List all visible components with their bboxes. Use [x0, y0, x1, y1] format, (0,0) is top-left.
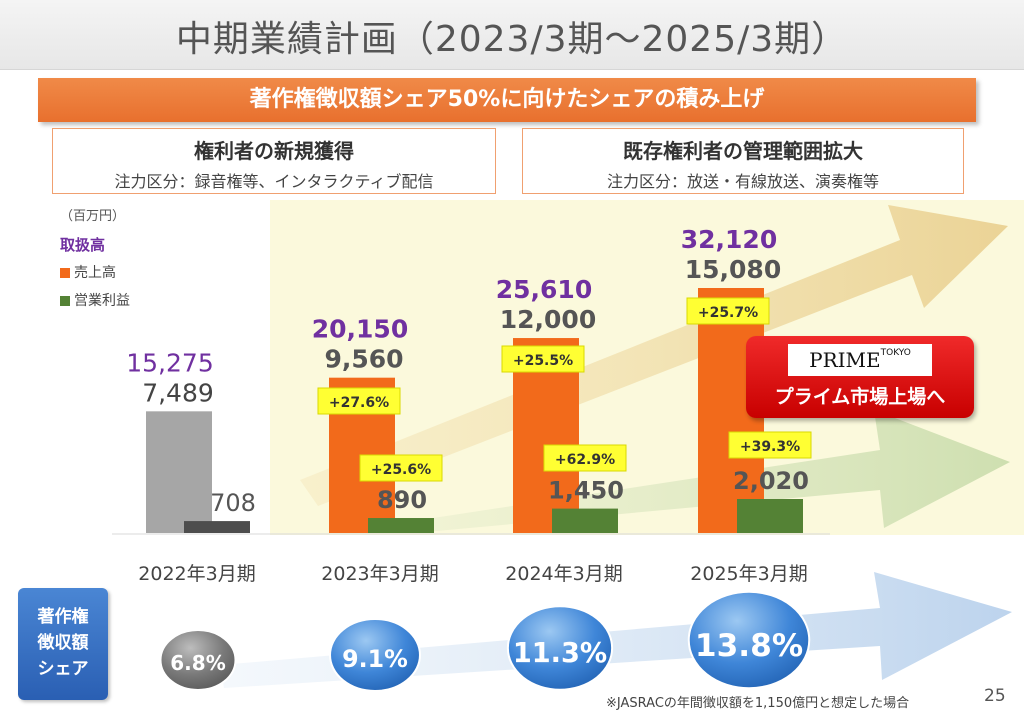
growth-arrow-sales	[300, 205, 1008, 506]
footnote: ※JASRACの年間徴収額を1,150億円と想定した場合	[606, 696, 910, 711]
bar-profit	[368, 518, 434, 533]
share-label-line: 著作権	[37, 607, 89, 627]
category-label: 2023年3月期	[321, 563, 438, 585]
sales-value-label: 15,080	[685, 255, 781, 284]
prime-logo-text: PRIME	[809, 348, 881, 372]
strategy-box-sub: 注力区分：放送・有線放送、演奏権等	[606, 172, 879, 191]
bar-sales	[146, 411, 212, 533]
prime-text: プライム市場上場へ	[774, 386, 946, 408]
category-label: 2024年3月期	[505, 563, 622, 585]
share-value-label: 13.8%	[695, 628, 803, 664]
bar-profit	[737, 499, 803, 533]
sales-growth-badge	[317, 387, 401, 415]
share-bubble	[506, 605, 614, 691]
sales-value-label: 12,000	[500, 305, 596, 334]
strategy-banner: 著作権徴収額シェア50%に向けたシェアの積み上げ	[38, 78, 976, 122]
legend-handling: 取扱高	[60, 236, 106, 254]
share-label-line: 徴収額	[37, 633, 89, 653]
share-bubble	[159, 629, 237, 691]
profit-growth-label: +39.3%	[740, 439, 800, 455]
handling-value-label: 32,120	[681, 225, 777, 254]
sales-growth-badge	[501, 345, 585, 373]
profit-growth-badge	[728, 431, 812, 459]
share-label: 著作権 徴収額 シェア	[18, 588, 108, 700]
sales-growth-label: +25.5%	[513, 353, 573, 369]
category-label: 2022年3月期	[138, 563, 255, 585]
legend-profit-label: 営業利益	[74, 293, 130, 309]
strategy-box-heading: 権利者の新規獲得	[194, 139, 354, 163]
profit-growth-label: +25.6%	[371, 462, 431, 478]
legend-unit: （百万円）	[60, 209, 126, 224]
sales-growth-label: +25.7%	[698, 305, 758, 321]
prime-logo: PRIMETOKYO	[788, 344, 932, 376]
share-bubble	[329, 618, 421, 692]
legend-sales-label: 売上高	[74, 265, 116, 281]
share-value-label: 11.3%	[513, 638, 607, 669]
sales-value-label: 7,489	[142, 378, 214, 407]
profit-value-label: 1,450	[548, 477, 624, 505]
legend-profit: 営業利益	[60, 287, 130, 315]
sales-value-label: 9,560	[324, 345, 403, 374]
page-title: 中期業績計画（2023/3期〜2025/3期）	[175, 19, 849, 60]
strategy-box-sub: 注力区分：録音権等、インタラクティブ配信	[114, 172, 434, 191]
share-bubble	[687, 590, 811, 690]
legend-profit-swatch	[60, 296, 70, 306]
share-value-label: 9.1%	[342, 645, 408, 673]
handling-value-label: 15,275	[126, 348, 213, 377]
profit-value-label: 708	[210, 489, 256, 517]
bar-profit	[184, 521, 250, 533]
chart-legend: （百万円） 取扱高 売上高 営業利益	[60, 203, 130, 315]
share-value-label: 6.8%	[170, 651, 225, 675]
legend-sales-swatch	[60, 268, 70, 278]
bar-profit	[552, 508, 618, 533]
sales-growth-badge	[686, 297, 770, 325]
prime-logo-sup: TOKYO	[880, 348, 911, 358]
share-label-line: シェア	[37, 659, 89, 679]
legend-sales: 売上高	[60, 259, 130, 287]
strategy-box-expand-scope: 既存権利者の管理範囲拡大 注力区分：放送・有線放送、演奏権等	[522, 128, 964, 194]
category-label: 2025年3月期	[690, 563, 807, 585]
prime-market-badge: PRIMETOKYO プライム市場上場へ	[746, 336, 974, 418]
page-number: 25	[984, 686, 1006, 706]
strategy-box-new-rights: 権利者の新規獲得 注力区分：録音権等、インタラクティブ配信	[52, 128, 496, 194]
handling-value-label: 20,150	[312, 315, 408, 344]
profit-value-label: 890	[377, 486, 427, 514]
title-bar: 中期業績計画（2023/3期〜2025/3期）	[0, 0, 1024, 70]
handling-value-label: 25,610	[496, 275, 592, 304]
strategy-box-heading: 既存権利者の管理範囲拡大	[623, 139, 863, 163]
profit-growth-badge	[543, 444, 627, 472]
profit-growth-label: +62.9%	[555, 452, 615, 468]
profit-value-label: 2,020	[733, 467, 809, 495]
profit-growth-badge	[359, 454, 443, 482]
sales-growth-label: +27.6%	[329, 395, 389, 411]
